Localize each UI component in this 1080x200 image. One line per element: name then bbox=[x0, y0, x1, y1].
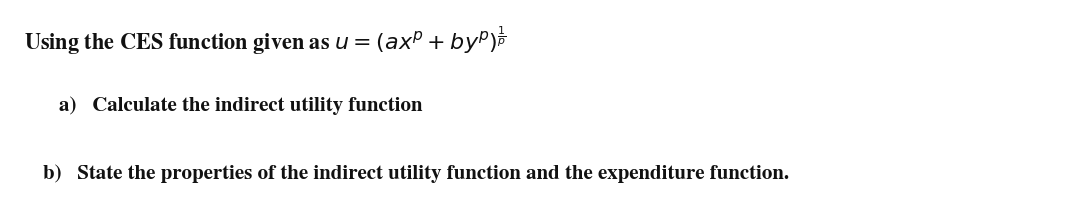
Text: b)   State the properties of the indirect utility function and the expenditure f: b) State the properties of the indirect … bbox=[43, 164, 789, 183]
Text: Using the CES function given as $u = (ax^{p} + by^{p})^{\frac{1}{p}}$: Using the CES function given as $u = (ax… bbox=[24, 24, 507, 56]
Text: a)   Calculate the indirect utility function: a) Calculate the indirect utility functi… bbox=[59, 96, 423, 115]
